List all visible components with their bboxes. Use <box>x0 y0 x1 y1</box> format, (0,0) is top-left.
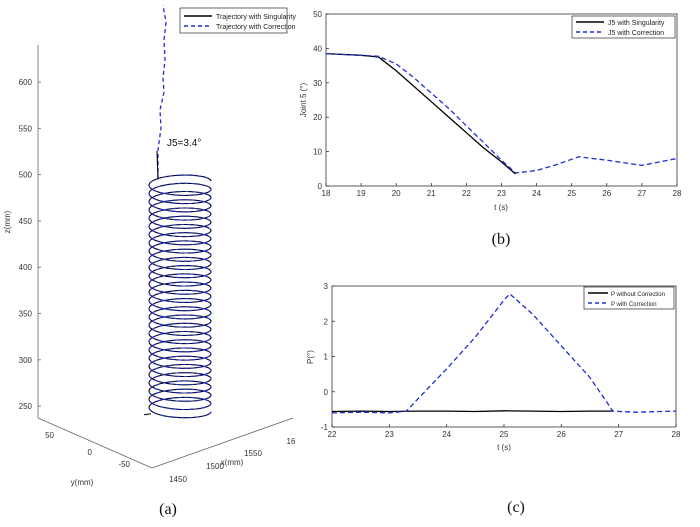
panel-b-xtick-label: 25 <box>567 189 576 198</box>
panel-a-3d-trajectory: 250300350400450500550600500-501450150015… <box>3 4 296 518</box>
panel-a-ztick-label: 300 <box>19 356 33 365</box>
panel-a-ticks: 250300350400450500550600500-501450150015… <box>19 78 296 484</box>
panel-b-ticks: 18 19 20 21 22 23 24 25 26 27 28 0 10 20 30 40 50 <box>313 10 682 198</box>
panel-b-series-solid-line <box>325 52 516 175</box>
panel-b-legend-entry-1: J5 with Correction <box>608 30 664 37</box>
panel-b-xtick-label: 20 <box>392 189 401 198</box>
panel-a-xtick-label: 1550 <box>244 449 262 458</box>
panel-c-lines <box>331 292 677 414</box>
panel-b-series-dashed-line <box>325 52 678 174</box>
panel-c-xtick-label: 25 <box>500 430 509 439</box>
panel-b-caption: (b) <box>492 231 511 248</box>
panel-b-xtick-label: 18 <box>322 189 331 198</box>
panel-a-zlabel: z(mm) <box>3 210 12 233</box>
panel-a-ztick-label: 400 <box>19 263 33 272</box>
panel-b-ytick-label: 0 <box>318 182 323 191</box>
panel-c-ylabel: P(°) <box>306 350 315 364</box>
panel-b-xtick-label: 26 <box>602 189 611 198</box>
panel-a-ytick-label: 0 <box>88 448 93 457</box>
panel-a-legend-entry-1: Trajectory with Correction <box>216 24 296 31</box>
panel-c-ytick-label: 0 <box>324 388 329 397</box>
panel-c-legend: P without Correction P with Correction <box>583 286 675 310</box>
panel-a-exit-singularity-line <box>156 150 159 180</box>
panel-a-annotation: J5=3.4° <box>167 138 201 149</box>
panel-c-plot-area <box>331 285 677 428</box>
panel-b-xtick-label: 23 <box>497 189 506 198</box>
panel-b-xlabel: t (s) <box>494 203 508 212</box>
panel-b-xtick-label: 27 <box>637 189 646 198</box>
panel-b-ytick-label: 50 <box>313 10 322 19</box>
panel-c-ytick-label: 2 <box>324 317 329 326</box>
panel-a-ztick-label: 450 <box>19 217 33 226</box>
panel-a-helix-correction-line <box>148 174 212 419</box>
panel-b-xtick-label: 22 <box>462 189 471 198</box>
panel-a-ytick-label: -50 <box>118 460 130 469</box>
panel-c-xtick-label: 27 <box>614 430 623 439</box>
panel-a-helix <box>143 4 212 419</box>
panel-c-xtick-label: 24 <box>442 430 451 439</box>
panel-c-xtick-label: 28 <box>672 430 681 439</box>
panel-c-ytick-label: -1 <box>321 423 329 432</box>
panel-c-legend-entry-0: P without Correction <box>611 292 665 298</box>
panel-a-legend: Trajectory with Singularity Trajectory w… <box>179 7 296 34</box>
panel-b-xtick-label: 21 <box>427 189 436 198</box>
panel-a-xtick-label: 1450 <box>169 475 187 484</box>
panel-b-legend: J5 with Singularity J5 with Correction <box>571 15 676 39</box>
panel-a-ztick-label: 250 <box>19 402 33 411</box>
panel-c-xlabel: t (s) <box>497 443 511 452</box>
panel-a-legend-entry-0: Trajectory with Singularity <box>216 14 296 21</box>
panel-a-xtick-label: 1500 <box>206 462 224 471</box>
panel-c-xtick-label: 22 <box>328 430 337 439</box>
panel-b-ytick-label: 40 <box>313 44 322 53</box>
panel-b-ylabel: Joint 5 (°) <box>299 83 308 118</box>
panel-b-ytick-label: 30 <box>313 79 322 88</box>
panel-a-ztick-label: 350 <box>19 310 33 319</box>
panel-a-axes <box>37 45 294 469</box>
panel-a-legend-box <box>179 7 288 34</box>
panel-c-caption: (c) <box>507 499 525 516</box>
panel-c-ytick-label: 3 <box>324 282 329 291</box>
panel-a-ztick-label: 500 <box>19 171 33 180</box>
panel-c-xtick-label: 23 <box>385 430 394 439</box>
panel-a-caption: (a) <box>159 501 177 518</box>
panel-b-plot-area <box>325 13 678 187</box>
panel-b-ytick-label: 20 <box>313 113 322 122</box>
panel-b-lines <box>325 52 678 175</box>
panel-a-ylabel: y(mm) <box>71 478 94 487</box>
panel-a-y-axis <box>37 417 153 469</box>
panel-b-xtick-label: 19 <box>357 189 366 198</box>
panel-a-x-axis <box>151 417 294 469</box>
panel-a-ztick-label: 600 <box>19 78 33 87</box>
panel-b-legend-entry-0: J5 with Singularity <box>608 20 665 27</box>
panel-a-xlabel: x(mm) <box>221 458 244 467</box>
panel-b-xtick-label: 24 <box>532 189 541 198</box>
panel-a-exit-correction-line <box>157 4 167 180</box>
panel-c-legend-entry-1: P with Correction <box>611 302 657 308</box>
panel-a-entry-tail <box>143 413 152 416</box>
panel-c-xtick-label: 26 <box>557 430 566 439</box>
panel-b-xtick-label: 28 <box>673 189 682 198</box>
panel-a-xtick-label: 16 <box>287 437 296 446</box>
panel-c-ytick-label: 1 <box>324 353 329 362</box>
panel-a-ztick-label: 550 <box>19 124 33 133</box>
panel-b-ytick-label: 10 <box>313 148 322 157</box>
panel-c-series-solid-line <box>331 410 613 413</box>
panel-a-ytick-label: 50 <box>45 431 54 440</box>
